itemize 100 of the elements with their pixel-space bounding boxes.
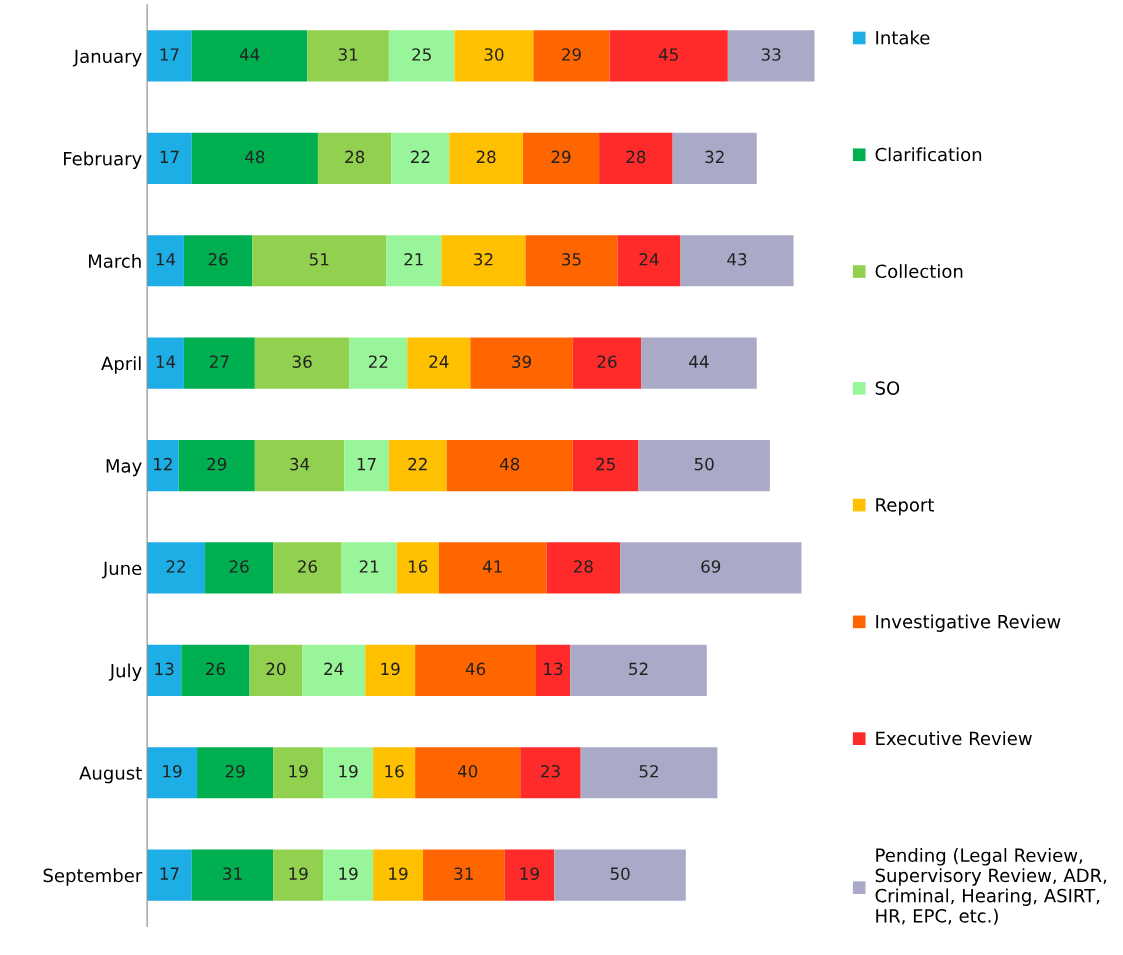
bar [449,132,523,184]
data-label: 28 [626,150,646,164]
bar [254,337,350,389]
data-label: 34 [290,457,310,471]
legend-label: Intake [876,30,930,45]
y-tick-label: March [88,253,141,268]
data-label: 19 [339,764,358,778]
data-label: 19 [381,662,400,676]
legend-label: Investigative Review [876,614,1061,632]
data-label: 19 [389,867,408,880]
bar [254,439,345,492]
bar [147,30,192,82]
data-label: 39 [512,355,531,368]
y-tick-label: September [43,868,143,886]
data-label: 19 [163,764,182,778]
data-label: 26 [597,355,617,368]
bar [373,849,424,901]
bar [638,439,770,492]
data-label: 32 [474,253,493,266]
data-label: 13 [155,662,174,676]
data-label: 13 [544,662,563,676]
data-label: 44 [239,48,260,61]
bar [302,644,366,696]
data-label: 33 [761,48,781,61]
data-label: 69 [701,560,721,573]
bar [373,747,416,799]
data-label: 22 [408,457,427,471]
data-label: 14 [156,355,176,368]
bar [147,747,198,799]
data-label: 24 [639,253,659,266]
bar [520,747,581,799]
data-label: 29 [225,764,245,778]
bar [407,337,471,389]
data-label: 29 [562,48,581,61]
bar [609,30,728,82]
data-label: 22 [411,150,430,163]
data-label: 25 [596,457,615,471]
legend-label: Report [876,498,934,516]
bar [641,337,757,389]
data-label: 24 [429,355,449,368]
y-tick-label: August [79,766,142,784]
bar [191,849,274,901]
legend-label: Pending (Legal Review, Supervisory Review, ADR, Criminal, Hearing, ASIRT, HR, EPC, etc.) [875,848,1107,925]
bar [388,439,447,492]
bar [522,132,600,184]
bar [423,849,505,901]
bar [147,439,179,492]
data-label: 50 [610,867,630,880]
bar [147,644,182,696]
bar [396,542,439,594]
bar [572,439,639,492]
data-label: 19 [520,867,539,880]
bar [672,132,757,184]
data-label: 29 [551,150,571,164]
data-label: 27 [209,355,229,368]
bar [307,30,389,82]
data-label: 12 [154,457,172,471]
bar [183,235,253,287]
data-label: 30 [484,48,504,61]
bar [147,132,192,184]
bar [341,542,397,594]
data-label: 31 [338,48,358,61]
data-label: 32 [705,150,724,164]
bar [391,132,450,184]
data-label: 19 [289,764,308,778]
bar [570,644,707,696]
bar [388,30,455,82]
data-label: 17 [160,48,179,61]
bar [181,644,250,696]
data-label: 17 [357,458,376,471]
data-label: 19 [339,867,358,880]
y-tick-label: July [108,663,142,681]
y-tick-label: January [72,49,142,67]
bar [147,542,205,594]
legend-label: Executive Review [876,731,1032,746]
data-label: 19 [289,867,308,880]
bar [554,849,686,901]
data-label: 26 [206,662,225,676]
bar [386,235,442,287]
bar [273,542,342,594]
bar [727,30,815,82]
bar [365,644,416,696]
data-label: 52 [639,764,658,778]
legend-label: SO [875,381,900,395]
bar [415,747,521,799]
y-tick-label: June [102,561,142,579]
bar [470,337,573,389]
bar [252,235,387,287]
data-label: 26 [208,253,228,266]
data-label: 48 [499,457,520,471]
legend-label: Clarification [875,147,982,162]
data-label: 41 [482,560,502,573]
bar [249,644,303,696]
data-label: 26 [298,560,317,573]
bar [349,337,408,389]
data-label: 28 [345,150,365,164]
data-label: 50 [694,457,714,471]
bar [620,542,802,594]
bar [572,337,642,389]
data-label: 21 [359,560,379,573]
